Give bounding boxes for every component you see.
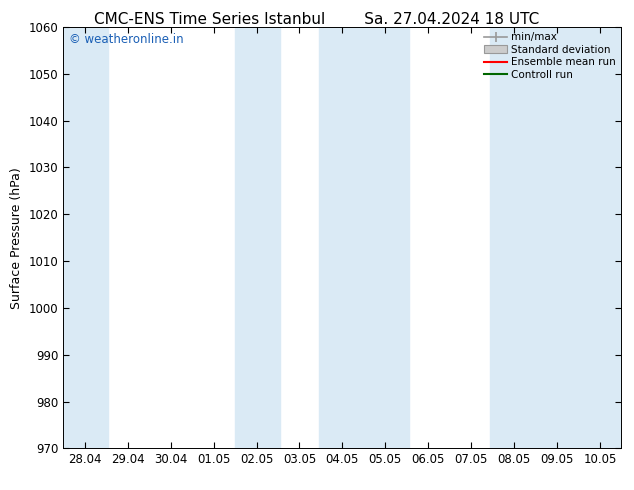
Bar bbox=[63, 27, 108, 448]
Bar bbox=[491, 27, 621, 448]
Text: © weatheronline.in: © weatheronline.in bbox=[69, 33, 184, 46]
Text: CMC-ENS Time Series Istanbul        Sa. 27.04.2024 18 UTC: CMC-ENS Time Series Istanbul Sa. 27.04.2… bbox=[94, 12, 540, 27]
Bar bbox=[235, 27, 280, 448]
Legend: min/max, Standard deviation, Ensemble mean run, Controll run: min/max, Standard deviation, Ensemble me… bbox=[482, 30, 618, 82]
Y-axis label: Surface Pressure (hPa): Surface Pressure (hPa) bbox=[10, 167, 23, 309]
Bar bbox=[319, 27, 409, 448]
